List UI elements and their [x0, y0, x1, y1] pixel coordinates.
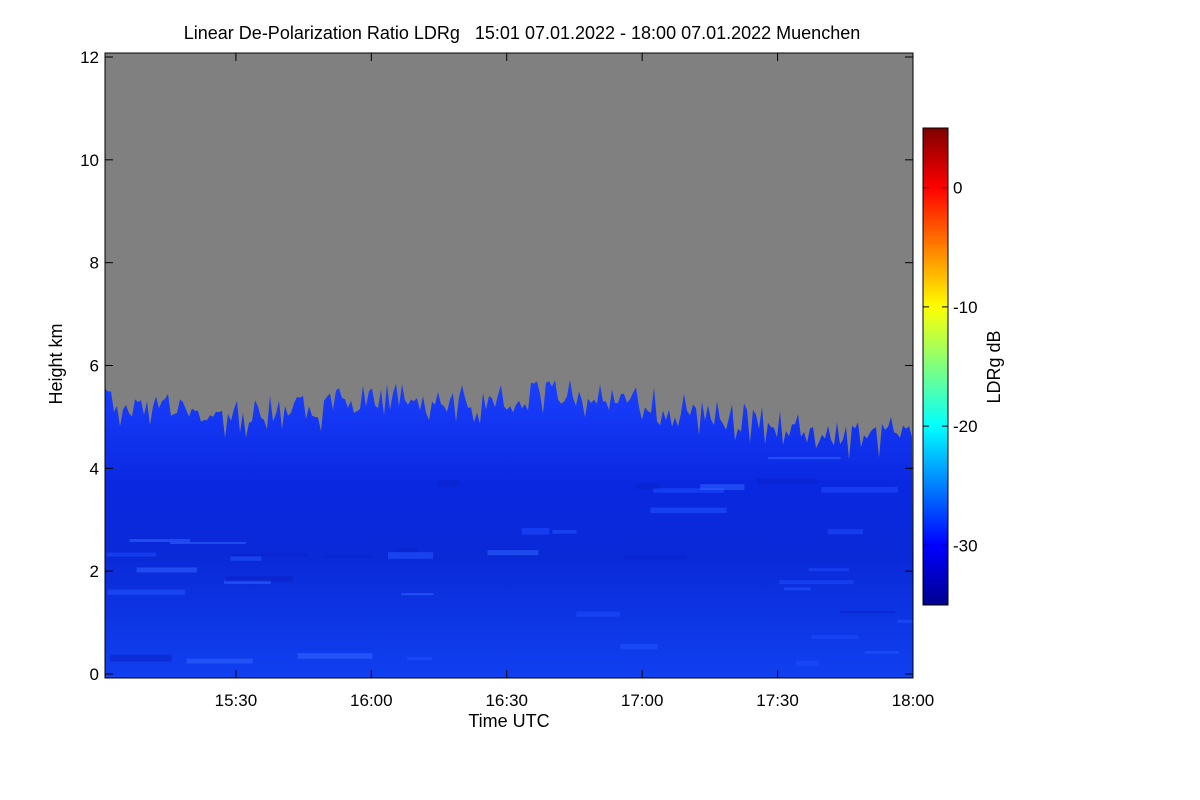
signal-streak: [407, 657, 432, 660]
colorbar-label: LDRg dB: [984, 330, 1004, 403]
signal-streak: [653, 488, 725, 493]
signal-streak: [620, 644, 658, 650]
signal-streak: [897, 619, 913, 623]
signal-streak: [623, 554, 687, 559]
x-tick-label: 17:00: [621, 691, 664, 710]
signal-streak: [821, 486, 898, 493]
signal-streak: [321, 555, 375, 558]
signal-streak: [784, 587, 811, 591]
signal-streak: [170, 541, 246, 544]
signal-streak: [576, 611, 620, 617]
signal-streak: [700, 484, 745, 490]
signal-streak: [487, 550, 539, 556]
x-tick-label: 15:30: [215, 691, 258, 710]
x-tick-label: 16:00: [350, 691, 393, 710]
y-axis-label: Height km: [46, 323, 66, 404]
colorbar: [922, 127, 949, 606]
signal-streak: [839, 611, 896, 614]
signal-streak: [827, 529, 863, 535]
signal-streak: [225, 576, 293, 582]
y-tick-label: 2: [90, 562, 99, 581]
signal-streak: [864, 651, 900, 654]
colorbar-tick-label: -10: [953, 298, 978, 317]
signal-streak: [808, 568, 850, 572]
signal-streak: [811, 635, 859, 639]
x-tick-label: 18:00: [892, 691, 935, 710]
signal-streak: [110, 654, 172, 662]
signal-streak: [757, 478, 818, 485]
signal-streak: [230, 556, 262, 561]
signal-region: [105, 379, 913, 678]
signal-streak: [396, 547, 418, 553]
signal-streak: [636, 483, 661, 489]
signal-streak: [107, 589, 186, 595]
signal-streak: [229, 553, 308, 557]
x-tick-label: 16:30: [485, 691, 528, 710]
x-tick-label: 17:30: [756, 691, 799, 710]
y-axis: 0 2 4 6 8 10 12: [80, 48, 913, 684]
signal-streak: [650, 507, 727, 514]
colorbar-ticks: 0 -10 -20 -30: [923, 179, 978, 555]
chart-title: Linear De-Polarization Ratio LDRg 15:01 …: [184, 23, 860, 43]
signal-streaks: [106, 456, 913, 666]
heatmap-area: [105, 53, 913, 678]
x-axis-label: Time UTC: [468, 711, 549, 731]
signal-streak: [768, 456, 841, 460]
signal-streak: [186, 658, 253, 664]
y-tick-label: 0: [90, 665, 99, 684]
signal-streak: [795, 660, 819, 666]
signal-streak: [552, 529, 577, 534]
colorbar-tick-label: -30: [953, 536, 978, 555]
y-tick-label: 6: [90, 357, 99, 376]
y-tick-label: 4: [90, 459, 99, 478]
signal-streak: [129, 539, 190, 542]
y-tick-label: 8: [90, 254, 99, 273]
colorbar-tick-label: -20: [953, 417, 978, 436]
signal-streak: [224, 580, 271, 584]
signal-streak: [437, 480, 460, 487]
signal-streak: [136, 567, 197, 573]
y-tick-label: 12: [80, 48, 99, 67]
y-tick-label: 10: [80, 151, 99, 170]
signal-streak: [779, 580, 854, 585]
signal-streak: [388, 552, 433, 559]
colorbar-tick-label: 0: [953, 179, 962, 198]
signal-streak: [401, 593, 434, 596]
signal-streak: [106, 552, 157, 557]
x-axis: 15:30 16:00 16:30 17:00 17:30 18:00: [215, 53, 935, 710]
signal-streak: [521, 527, 550, 535]
signal-streak: [297, 653, 373, 659]
